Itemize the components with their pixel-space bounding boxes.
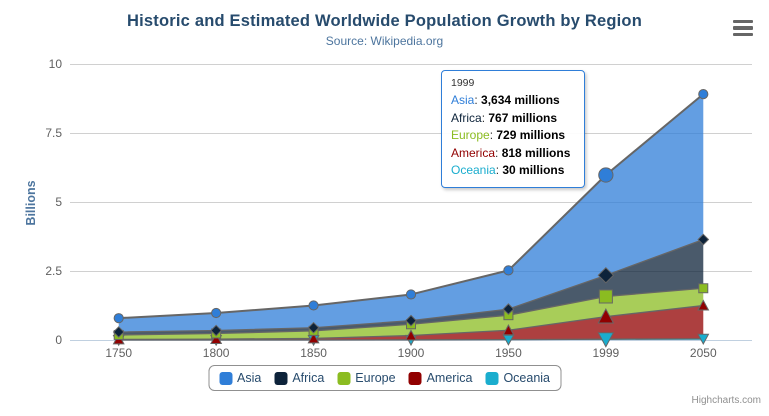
x-axis-label: 2050 <box>690 346 717 360</box>
tooltip-series-name: Asia <box>451 93 475 107</box>
legend-symbol-asia <box>219 371 232 385</box>
tooltip-row-europe: Europe: 729 millions <box>451 128 566 142</box>
point-europe-1999[interactable] <box>598 289 613 304</box>
tooltip-row-africa: Africa: 767 millions <box>451 110 558 125</box>
area-asia[interactable] <box>118 94 704 333</box>
tooltip-series-value: 767 millions <box>488 110 558 125</box>
tooltip-series-value: 818 millions <box>501 145 571 160</box>
point-africa-1999[interactable] <box>597 267 615 284</box>
hamburger-icon <box>733 26 753 30</box>
area-america[interactable] <box>118 305 704 340</box>
chart-title: Historic and Estimated Worldwide Populat… <box>127 12 642 30</box>
point-asia-1999[interactable] <box>598 167 614 183</box>
tooltip-series-name: Oceania <box>451 163 496 177</box>
point-asia-1750[interactable] <box>113 313 124 324</box>
point-africa-1800[interactable] <box>210 324 223 337</box>
point-africa-2050[interactable] <box>697 233 710 246</box>
tooltip-header: 1999 <box>451 77 475 89</box>
legend-label: Asia <box>237 371 262 385</box>
hamburger-icon <box>733 20 753 24</box>
point-america-1950[interactable] <box>502 324 515 336</box>
point-america-1850[interactable] <box>307 332 320 344</box>
y-axis-label: 0 <box>55 333 62 347</box>
legend-item-africa[interactable]: Africa <box>274 371 324 385</box>
x-axis-label: 1900 <box>398 346 425 360</box>
credits-link[interactable]: Highcharts.com <box>691 395 761 406</box>
legend-item-america[interactable]: America <box>408 371 473 385</box>
tooltip-series-value: 729 millions <box>496 128 566 142</box>
point-america-1999[interactable] <box>597 308 615 324</box>
y-axis-title: Billions <box>24 180 38 226</box>
y-axis-label: 2.5 <box>45 264 62 278</box>
area-africa[interactable] <box>118 239 704 335</box>
legend-symbol-africa <box>274 371 288 385</box>
legend-symbol-europe <box>337 371 351 385</box>
point-asia-1800[interactable] <box>211 307 222 319</box>
legend-symbol-america <box>408 371 422 385</box>
legend-symbol-oceania <box>485 371 499 385</box>
legend-label: Oceania <box>503 371 550 385</box>
chart-subtitle: Source: Wikipedia.org <box>325 34 444 48</box>
hamburger-icon <box>733 32 753 36</box>
tooltip-series-value: 30 millions <box>502 163 565 177</box>
point-europe-2050[interactable] <box>698 283 709 294</box>
tooltip-series-value: 3,634 millions <box>481 93 560 107</box>
y-axis-label: 5 <box>55 195 62 209</box>
export-menu-button[interactable] <box>733 20 753 36</box>
tooltip-series-name: America <box>451 145 496 160</box>
x-axis-label: 1850 <box>300 346 327 360</box>
x-axis-label: 1950 <box>495 346 522 360</box>
tooltip-row-asia: Asia: 3,634 millions <box>451 93 560 107</box>
legend-item-asia[interactable]: Asia <box>219 371 261 385</box>
tooltip: 1999 Asia: 3,634 millions Africa: 767 mil… <box>441 70 585 188</box>
tooltip-series-name: Europe <box>451 128 490 142</box>
point-africa-1900[interactable] <box>405 314 417 327</box>
point-africa-1950[interactable] <box>502 303 515 315</box>
legend-label: America <box>426 371 473 385</box>
tooltip-rows: Asia: 3,634 millions Africa: 767 millions… <box>451 92 575 180</box>
legend-item-oceania[interactable]: Oceania <box>485 371 550 385</box>
tooltip-row-america: America: 818 millions <box>451 145 571 160</box>
point-america-1800[interactable] <box>210 332 223 345</box>
point-asia-1950[interactable] <box>503 265 514 276</box>
point-oceania-1999[interactable] <box>597 332 615 348</box>
y-axis-label: 10 <box>49 57 63 71</box>
point-africa-1750[interactable] <box>112 326 125 338</box>
point-asia-1850[interactable] <box>308 300 319 311</box>
tooltip-series-name: Africa <box>451 110 482 125</box>
point-america-1900[interactable] <box>404 329 418 341</box>
point-oceania-1950[interactable] <box>502 334 515 346</box>
tooltip-row-oceania: Oceania: 30 millions <box>451 163 565 177</box>
legend-label: Europe <box>355 371 396 385</box>
legend-item-europe[interactable]: Europe <box>337 371 396 385</box>
legend-label: Africa <box>292 371 325 385</box>
point-asia-1900[interactable] <box>405 289 417 300</box>
x-axis-label: 1750 <box>105 346 132 360</box>
point-oceania-2050[interactable] <box>697 333 710 345</box>
point-africa-1850[interactable] <box>307 321 320 334</box>
x-axis-label: 1999 <box>593 346 620 360</box>
point-asia-2050[interactable] <box>698 89 709 100</box>
x-axis-label: 1800 <box>203 346 230 360</box>
legend: Asia Africa Europe America Oceania <box>208 365 561 391</box>
y-axis-label: 7.5 <box>45 126 62 140</box>
point-america-2050[interactable] <box>697 299 710 311</box>
